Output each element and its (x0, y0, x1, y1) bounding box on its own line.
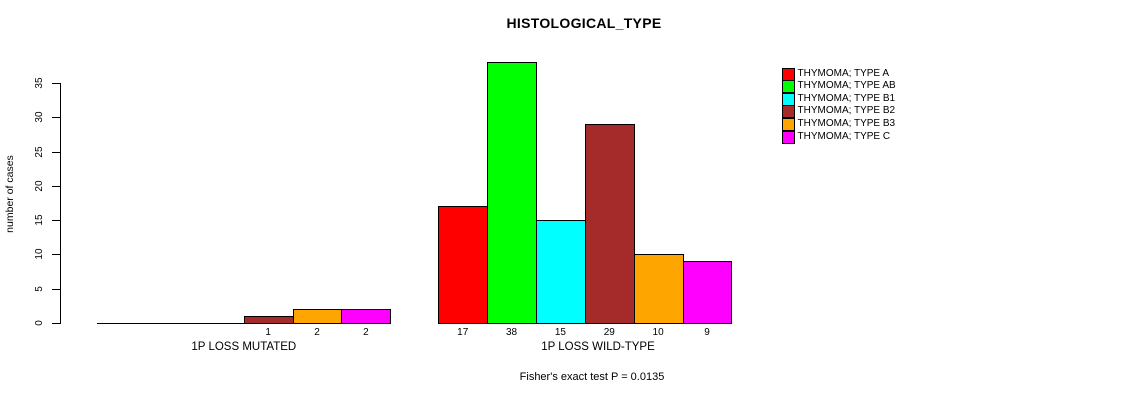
bar-value-label: 10 (652, 327, 664, 338)
y-tick-label: 0 (34, 320, 45, 326)
y-tick (52, 254, 60, 256)
bar (487, 62, 537, 324)
legend-label: THYMOMA; TYPE B2 (797, 105, 896, 117)
legend-swatch (781, 118, 795, 132)
bar-value-label: 29 (603, 327, 615, 338)
annotation-fisher-test: Fisher's exact test P = 0.0135 (519, 371, 665, 383)
bar (292, 309, 343, 324)
y-tick (52, 151, 60, 153)
bar (341, 309, 392, 324)
legend-swatch (781, 105, 795, 119)
legend-label: THYMOMA; TYPE B1 (797, 92, 896, 104)
bar-value-label: 2 (314, 327, 320, 338)
y-tick (52, 220, 60, 222)
y-tick (52, 117, 60, 119)
bar-value-label: 2 (363, 327, 369, 338)
bar (536, 220, 586, 324)
legend-swatch (781, 67, 795, 81)
y-tick-label: 30 (34, 111, 45, 123)
bar-value-label: 15 (554, 327, 566, 338)
bar (243, 316, 294, 324)
y-tick-label: 15 (34, 214, 45, 226)
bar-value-label: 38 (506, 327, 518, 338)
y-tick-label: 5 (34, 285, 45, 292)
x-group-label: 1P LOSS WILD-TYPE (541, 341, 655, 353)
x-group-label: 1P LOSS MUTATED (191, 341, 297, 353)
y-axis-title: number of cases (4, 155, 16, 233)
chart-title: HISTOLOGICAL_TYPE (506, 15, 662, 31)
y-tick-label: 20 (34, 180, 45, 192)
baseline (97, 323, 391, 324)
legend-label: THYMOMA; TYPE AB (797, 80, 896, 92)
legend-swatch (781, 92, 795, 106)
bar-value-label: 9 (704, 327, 710, 338)
y-tick-label: 10 (34, 248, 45, 260)
bar-value-label: 17 (457, 327, 469, 338)
y-tick (52, 323, 60, 324)
y-axis-line (59, 83, 61, 324)
y-tick (52, 288, 60, 290)
y-tick-label: 35 (34, 77, 45, 89)
bar (438, 206, 489, 324)
y-tick-label: 25 (34, 146, 45, 158)
bar-value-label: 1 (265, 327, 271, 338)
legend-swatch (781, 80, 795, 94)
y-tick (52, 185, 60, 187)
y-tick (52, 83, 60, 84)
legend-swatch (781, 130, 795, 144)
bar (584, 124, 635, 324)
bar (682, 261, 733, 324)
legend-label: THYMOMA; TYPE B3 (797, 118, 896, 130)
legend-label: THYMOMA; TYPE A (797, 67, 890, 79)
bar (633, 254, 684, 324)
legend-label: THYMOMA; TYPE C (797, 130, 891, 142)
